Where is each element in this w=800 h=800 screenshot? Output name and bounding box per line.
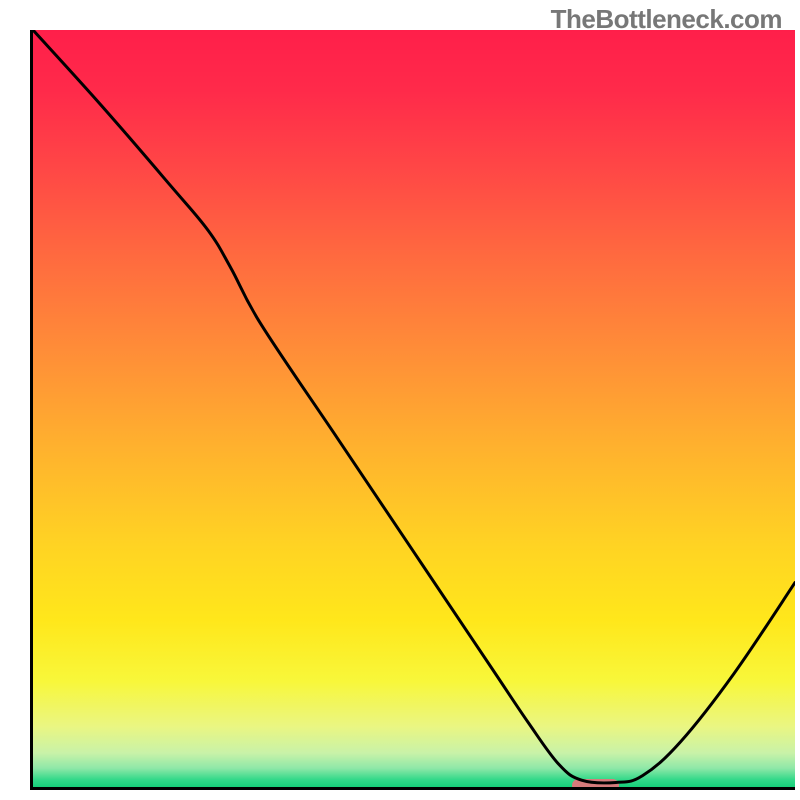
- watermark-text: TheBottleneck.com: [551, 4, 782, 35]
- curve-path: [33, 30, 795, 783]
- plot-frame: [30, 30, 795, 790]
- plot-inner: [33, 30, 795, 787]
- chart-container: TheBottleneck.com: [0, 0, 800, 800]
- bottleneck-curve: [33, 30, 795, 787]
